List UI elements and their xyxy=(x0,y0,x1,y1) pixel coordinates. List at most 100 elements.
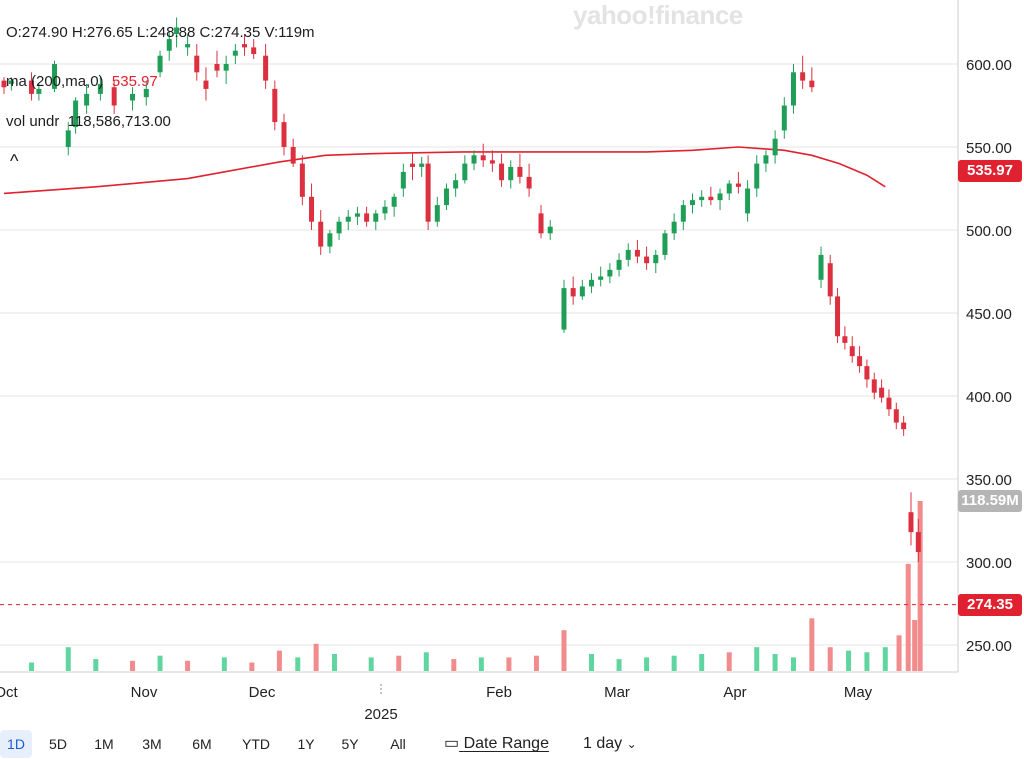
candle-body xyxy=(443,188,449,206)
candle-body xyxy=(849,346,855,357)
candle-body xyxy=(391,196,397,207)
range-button-5y[interactable]: 5Y xyxy=(341,736,359,752)
candle-body xyxy=(915,532,921,553)
candle-body xyxy=(111,87,117,106)
candle-body xyxy=(214,64,220,71)
candle-body xyxy=(203,80,209,89)
candle-body xyxy=(570,288,576,297)
candle-body xyxy=(223,64,229,71)
candle-body xyxy=(400,171,406,189)
candle-body xyxy=(263,55,269,81)
volume-bar xyxy=(699,654,705,671)
candle-body xyxy=(51,64,57,89)
interval-label: 1 day xyxy=(583,735,623,752)
range-button-1y[interactable]: 1Y xyxy=(297,736,315,752)
candle-body xyxy=(382,206,388,214)
collapse-legend-icon[interactable]: ^ xyxy=(10,151,19,171)
candle-body xyxy=(699,196,705,201)
candle-body xyxy=(143,88,149,98)
vol-legend-value: 118,586,713.00 xyxy=(67,113,171,130)
x-tick-label: Oct xyxy=(0,684,18,701)
x-year-label: 2025 xyxy=(364,706,397,723)
candle-body xyxy=(327,233,333,247)
candle-body xyxy=(781,105,787,131)
volume-bar xyxy=(772,654,778,671)
candle-body xyxy=(680,205,686,222)
y-tick-label: 250.00 xyxy=(966,638,1012,655)
volume-bar xyxy=(451,659,457,671)
interval-select[interactable]: 1 day ⌄ xyxy=(583,730,637,758)
range-button-6m[interactable]: 6M xyxy=(192,736,212,752)
chevron-down-icon: ⌄ xyxy=(626,737,637,751)
candle-body xyxy=(842,336,848,343)
range-button-ytd[interactable]: YTD xyxy=(242,736,270,752)
y-tick-label: 450.00 xyxy=(966,306,1012,323)
volume-bar xyxy=(644,657,650,671)
volume-bar xyxy=(905,563,911,671)
candle-body xyxy=(538,213,544,234)
x-tick-label: Mar xyxy=(604,684,630,701)
candle-body xyxy=(499,163,505,181)
candle-body xyxy=(251,47,257,55)
date-range-button[interactable]: ▭ Date Range xyxy=(444,730,549,758)
candle-body xyxy=(547,226,553,234)
date-range-label: Date Range xyxy=(463,735,549,752)
candle-body xyxy=(336,221,342,234)
candle-body xyxy=(598,276,604,280)
volume-bar xyxy=(754,647,760,671)
volume-bar xyxy=(827,647,833,671)
candle-body xyxy=(708,196,714,201)
volume-bar xyxy=(896,635,902,671)
candle-body xyxy=(434,205,440,222)
range-button-1d[interactable]: 1D xyxy=(0,730,32,758)
volume-bar xyxy=(331,654,337,671)
ma-legend-label: ma (200,ma,0) xyxy=(6,73,104,90)
candle-body xyxy=(65,130,71,147)
candle-body xyxy=(130,93,136,101)
candle-body xyxy=(480,155,486,161)
volume-bar xyxy=(130,660,136,671)
volume-bar xyxy=(423,652,429,671)
range-button-5d[interactable]: 5D xyxy=(49,736,67,752)
candle-body xyxy=(634,249,640,257)
volume-bar xyxy=(726,652,732,671)
candle-body xyxy=(745,188,751,214)
candle-body xyxy=(73,100,79,128)
volume-bar xyxy=(65,647,71,671)
range-button-3m[interactable]: 3M xyxy=(142,736,162,752)
volume-bar xyxy=(809,618,815,671)
volume-bar xyxy=(313,643,319,671)
candle-body xyxy=(36,88,42,94)
candle-body xyxy=(84,93,90,106)
candle-body xyxy=(471,155,477,164)
x-tick-label: Apr xyxy=(723,684,746,701)
ohlc-legend: O:274.90 H:276.65 L:248.88 C:274.35 V:11… xyxy=(6,24,315,41)
candle-body xyxy=(835,296,841,337)
candle-body xyxy=(354,213,360,217)
volume-bar xyxy=(368,657,374,671)
candle-body xyxy=(290,147,296,164)
candle-body xyxy=(194,55,200,73)
volume-bar xyxy=(846,650,852,671)
candle-body xyxy=(318,221,324,247)
candle-body xyxy=(1,80,7,88)
range-button-all[interactable]: All xyxy=(390,736,406,752)
candle-body xyxy=(517,166,523,177)
candle-body xyxy=(827,263,833,297)
calendar-icon: ▭ xyxy=(444,735,460,752)
volume-bar xyxy=(533,655,539,671)
candle-body xyxy=(772,138,778,156)
ma-legend: ma (200,ma,0) 535.97 xyxy=(6,73,158,91)
candle-body xyxy=(589,279,595,287)
candle-body xyxy=(790,72,796,106)
volume-bar xyxy=(917,501,923,671)
candle-body xyxy=(809,80,815,88)
candle-body xyxy=(489,160,495,164)
candle-body xyxy=(157,55,163,73)
volume-bar xyxy=(93,659,99,671)
y-tick-label: 600.00 xyxy=(966,57,1012,74)
candle-body xyxy=(857,356,863,367)
range-button-1m[interactable]: 1M xyxy=(94,736,114,752)
price-chart[interactable]: 600.00 550.00 500.00 450.00 400.00 350.00 300.… xyxy=(0,0,1024,728)
candle-body xyxy=(726,183,732,194)
